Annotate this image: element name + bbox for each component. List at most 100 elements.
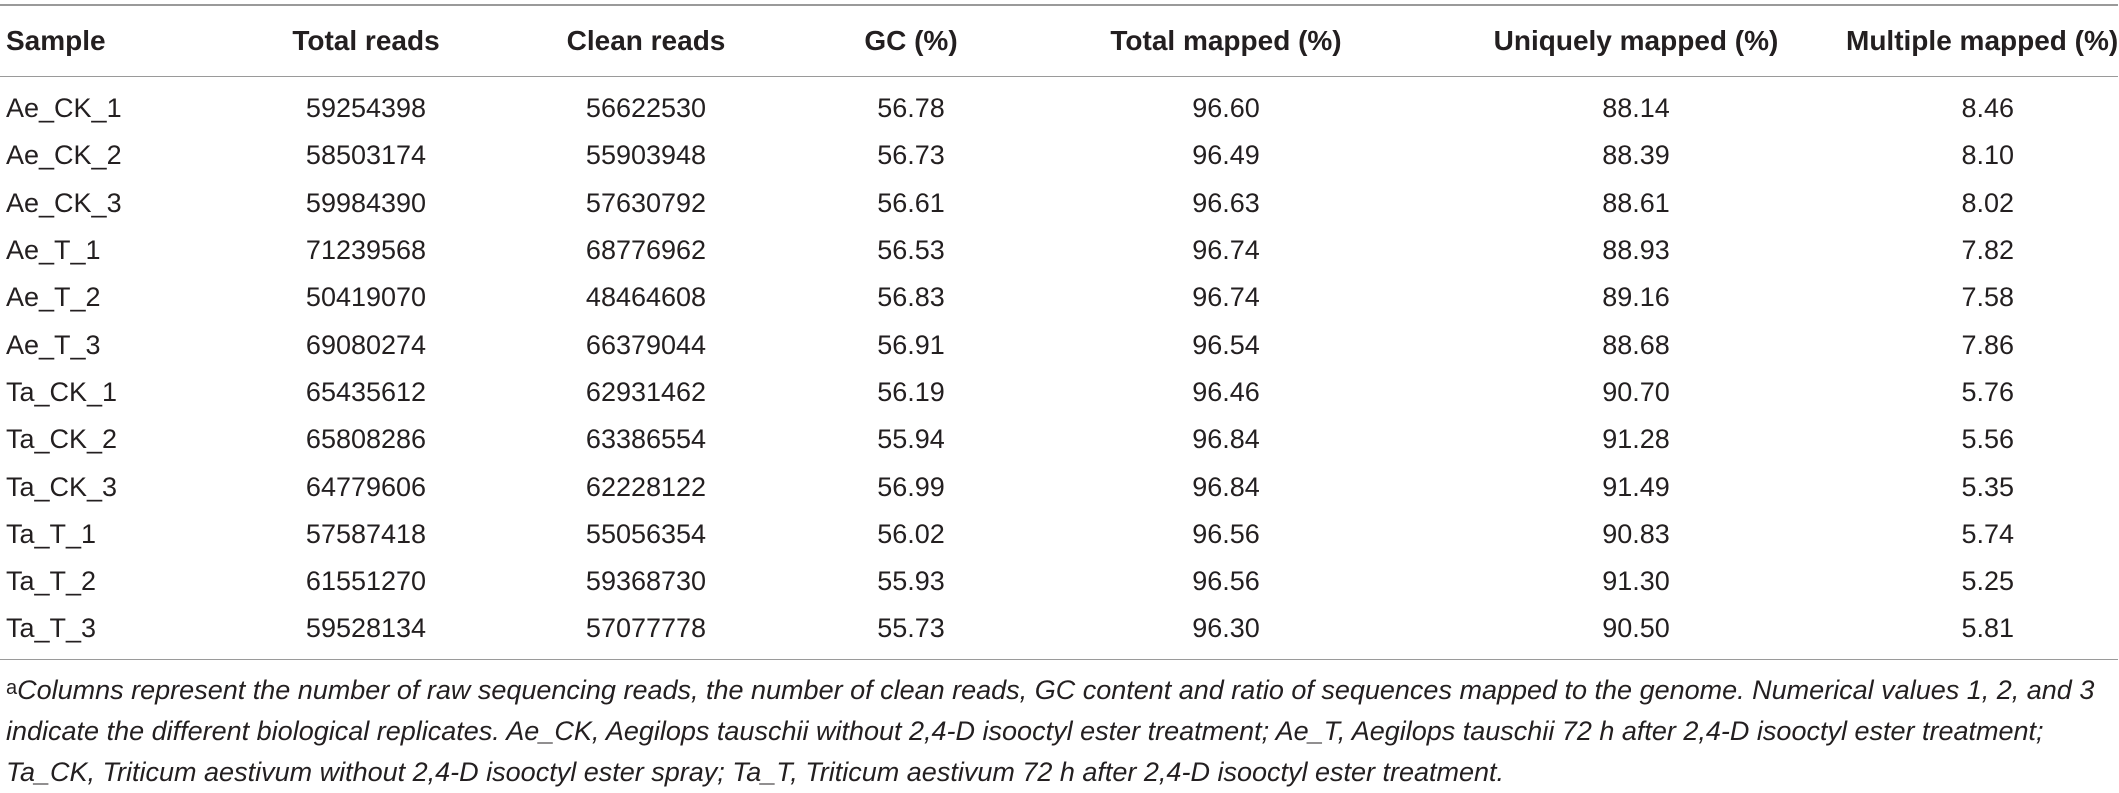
cell-sample: Ae_T_1 <box>6 235 101 266</box>
cell-gc: 56.91 <box>877 329 945 360</box>
table-row: Ae_CK_1 59254398 56622530 56.78 96.60 88.14 8.… <box>0 77 2118 133</box>
cell-multiple-mapped: 8.46 <box>1961 93 2014 124</box>
cell-sample: Ta_CK_2 <box>6 424 118 455</box>
cell-sample: Ae_T_3 <box>6 329 101 360</box>
cell-total-mapped: 96.74 <box>1192 235 1260 266</box>
cell-total-mapped: 96.56 <box>1192 518 1260 549</box>
cell-sample: Ta_CK_3 <box>6 471 118 502</box>
cell-total-reads: 65808286 <box>305 424 427 455</box>
table-row: Ae_T_1 71239568 68776962 56.53 96.74 88.93 7.8… <box>0 227 2118 274</box>
header-uniquely-mapped: Uniquely mapped (%) <box>1493 25 1779 56</box>
table-row: Ae_CK_2 58503174 55903948 56.73 96.49 88.39 8.… <box>0 132 2118 179</box>
cell-clean-reads: 55903948 <box>585 140 707 171</box>
header-gc: GC (%) <box>864 25 958 56</box>
cell-multiple-mapped: 5.35 <box>1961 471 2014 502</box>
cell-total-reads: 57587418 <box>305 518 427 549</box>
cell-multiple-mapped: 7.58 <box>1961 282 2014 313</box>
cell-multiple-mapped: 5.74 <box>1961 518 2014 549</box>
cell-gc: 55.94 <box>877 424 945 455</box>
cell-uniquely-mapped: 88.39 <box>1602 140 1670 171</box>
cell-multiple-mapped: 8.02 <box>1961 187 2014 218</box>
data-table-container: Sample Total reads Clean reads GC (%) To… <box>0 4 2118 660</box>
cell-total-mapped: 96.54 <box>1192 329 1260 360</box>
cell-total-mapped: 96.60 <box>1192 93 1260 124</box>
cell-multiple-mapped: 7.82 <box>1961 235 2014 266</box>
table-row: Ta_CK_2 65808286 63386554 55.94 96.84 91.28 5.… <box>0 416 2118 463</box>
cell-total-reads: 59984390 <box>305 187 427 218</box>
cell-uniquely-mapped: 88.14 <box>1602 93 1670 124</box>
cell-uniquely-mapped: 88.61 <box>1602 187 1670 218</box>
cell-sample: Ta_T_1 <box>6 518 97 549</box>
header-multiple-mapped: Multiple mapped (%) <box>1846 25 2119 56</box>
cell-clean-reads: 55056354 <box>585 518 707 549</box>
cell-total-mapped: 96.84 <box>1192 471 1260 502</box>
cell-multiple-mapped: 7.86 <box>1961 329 2014 360</box>
cell-sample: Ae_CK_3 <box>6 187 122 218</box>
cell-total-reads: 61551270 <box>305 566 427 597</box>
table-footnote: aColumns represent the number of raw seq… <box>6 670 2111 793</box>
table-row: Ae_T_2 50419070 48464608 56.83 96.74 89.16 7.5… <box>0 274 2118 321</box>
header-clean-reads: Clean reads <box>566 25 726 56</box>
cell-total-reads: 59528134 <box>305 613 427 644</box>
cell-clean-reads: 62931462 <box>585 376 707 407</box>
cell-total-reads: 71239568 <box>305 235 427 266</box>
header-total-mapped: Total mapped (%) <box>1110 25 1342 56</box>
cell-total-mapped: 96.30 <box>1192 613 1260 644</box>
cell-total-mapped: 96.49 <box>1192 140 1260 171</box>
table-row: Ta_T_3 59528134 57077778 55.73 96.30 90.50 5.8… <box>0 605 2118 659</box>
cell-sample: Ta_T_3 <box>6 613 97 644</box>
table-row: Ae_CK_3 59984390 57630792 56.61 96.63 88.61 8.… <box>0 180 2118 227</box>
cell-uniquely-mapped: 88.68 <box>1602 329 1670 360</box>
cell-uniquely-mapped: 91.49 <box>1602 471 1670 502</box>
table-row: Ta_T_2 61551270 59368730 55.93 96.56 91.30 5.2… <box>0 558 2118 605</box>
cell-total-mapped: 96.56 <box>1192 566 1260 597</box>
cell-total-reads: 58503174 <box>305 140 427 171</box>
cell-total-reads: 65435612 <box>305 376 427 407</box>
cell-uniquely-mapped: 91.30 <box>1602 566 1670 597</box>
sequencing-stats-table: Sample Total reads Clean reads GC (%) To… <box>0 4 2118 660</box>
cell-clean-reads: 68776962 <box>585 235 707 266</box>
table-row: Ta_T_1 57587418 55056354 56.02 96.56 90.83 5.7… <box>0 511 2118 558</box>
cell-gc: 56.78 <box>877 93 945 124</box>
cell-uniquely-mapped: 88.93 <box>1602 235 1670 266</box>
cell-uniquely-mapped: 90.70 <box>1602 376 1670 407</box>
cell-total-mapped: 96.63 <box>1192 187 1260 218</box>
cell-uniquely-mapped: 90.50 <box>1602 613 1670 644</box>
cell-clean-reads: 63386554 <box>585 424 707 455</box>
cell-sample: Ae_CK_1 <box>6 93 122 124</box>
cell-total-reads: 50419070 <box>305 282 427 313</box>
cell-clean-reads: 66379044 <box>585 329 707 360</box>
header-total-reads: Total reads <box>292 25 440 56</box>
header-sample: Sample <box>6 25 106 56</box>
cell-multiple-mapped: 5.25 <box>1961 566 2014 597</box>
cell-multiple-mapped: 5.76 <box>1961 376 2014 407</box>
cell-clean-reads: 59368730 <box>585 566 707 597</box>
cell-total-reads: 69080274 <box>305 329 427 360</box>
cell-gc: 56.02 <box>877 518 945 549</box>
cell-multiple-mapped: 5.81 <box>1961 613 2014 644</box>
cell-multiple-mapped: 8.10 <box>1961 140 2014 171</box>
cell-gc: 56.99 <box>877 471 945 502</box>
cell-sample: Ae_CK_2 <box>6 140 122 171</box>
cell-gc: 56.83 <box>877 282 945 313</box>
cell-gc: 55.93 <box>877 566 945 597</box>
cell-total-reads: 59254398 <box>305 93 427 124</box>
cell-total-mapped: 96.46 <box>1192 376 1260 407</box>
table-row: Ta_CK_3 64779606 62228122 56.99 96.84 91.49 5.… <box>0 463 2118 510</box>
cell-sample: Ae_T_2 <box>6 282 101 313</box>
table-header-row: Sample Total reads Clean reads GC (%) To… <box>0 5 2118 77</box>
cell-total-mapped: 96.84 <box>1192 424 1260 455</box>
cell-clean-reads: 57077778 <box>585 613 707 644</box>
cell-gc: 56.53 <box>877 235 945 266</box>
cell-clean-reads: 56622530 <box>585 93 707 124</box>
cell-gc: 55.73 <box>877 613 945 644</box>
table-body: Ae_CK_1 59254398 56622530 56.78 96.60 88.14 8.… <box>0 77 2118 660</box>
cell-total-mapped: 96.74 <box>1192 282 1260 313</box>
cell-gc: 56.19 <box>877 376 945 407</box>
cell-total-reads: 64779606 <box>305 471 427 502</box>
cell-uniquely-mapped: 89.16 <box>1602 282 1670 313</box>
table-row: Ae_T_3 69080274 66379044 56.91 96.54 88.68 7.8… <box>0 321 2118 368</box>
cell-clean-reads: 57630792 <box>585 187 707 218</box>
cell-gc: 56.73 <box>877 140 945 171</box>
cell-gc: 56.61 <box>877 187 945 218</box>
